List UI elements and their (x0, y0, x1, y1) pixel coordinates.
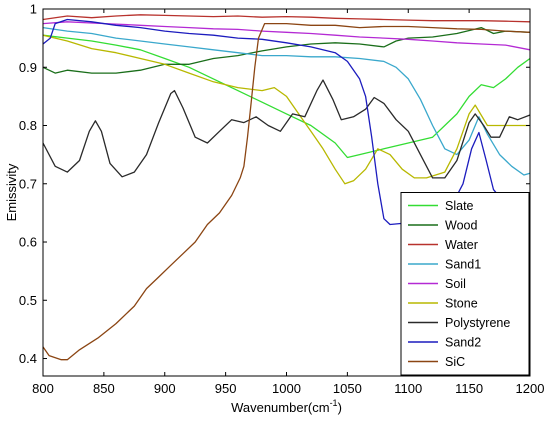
x-tick-label: 800 (32, 381, 54, 396)
x-axis-title-suffix: ) (338, 400, 342, 415)
x-tick-label: 1150 (455, 381, 483, 396)
series-line-sand1 (42, 26, 531, 176)
y-tick-label: 0.9 (19, 60, 37, 75)
series-line-slate (42, 34, 531, 159)
y-tick-label: 0.6 (19, 235, 37, 250)
series-line-sic (42, 22, 531, 361)
x-axis-title-sup: -1 (330, 398, 338, 408)
x-tick-label: 900 (154, 381, 176, 396)
series-line-stone (42, 34, 530, 185)
legend-label-sand1: Sand1 (445, 258, 481, 272)
series-lines (42, 14, 531, 361)
y-tick-label: 0.7 (19, 176, 37, 191)
x-tick-label: 850 (93, 381, 115, 396)
series-line-soil (42, 21, 531, 51)
x-tick-label: 1200 (516, 381, 545, 396)
axis-ticks: 800 850 900 950 1000 1050 1100 1150 1200 0.4 0.5 0.… (19, 2, 545, 397)
series-line-water (42, 14, 531, 23)
series-line-polystyrene (42, 79, 531, 179)
y-tick-label: 1 (30, 2, 37, 17)
y-tick-label: 0.4 (19, 351, 37, 366)
x-tick-label: 1000 (272, 381, 301, 396)
legend: Slate Wood Water Sand1 Soil Stone Polystyrene S… (400, 192, 530, 376)
x-axis-title-main: Wavenumber(cm (231, 400, 329, 415)
x-axis-title: Wavenumber(cm-1) (231, 398, 342, 415)
x-tick-label: 950 (215, 381, 237, 396)
legend-label-wood: Wood (445, 219, 477, 233)
series-line-sand2 (42, 18, 531, 226)
y-tick-label: 0.8 (19, 118, 37, 133)
y-tick-label: 0.5 (19, 293, 37, 308)
x-tick-label: 1050 (333, 381, 362, 396)
legend-label-water: Water (445, 238, 478, 252)
y-axis-title: Emissivity (4, 163, 19, 221)
x-tick-label: 1100 (394, 381, 422, 396)
legend-label-sic: SiC (445, 355, 465, 369)
series-line-wood (42, 26, 531, 74)
legend-label-stone: Stone (445, 297, 478, 311)
legend-label-sand2: Sand2 (445, 336, 481, 350)
legend-label-polystyrene: Polystyrene (445, 316, 510, 330)
legend-label-soil: Soil (445, 277, 466, 291)
legend-label-slate: Slate (445, 199, 474, 213)
